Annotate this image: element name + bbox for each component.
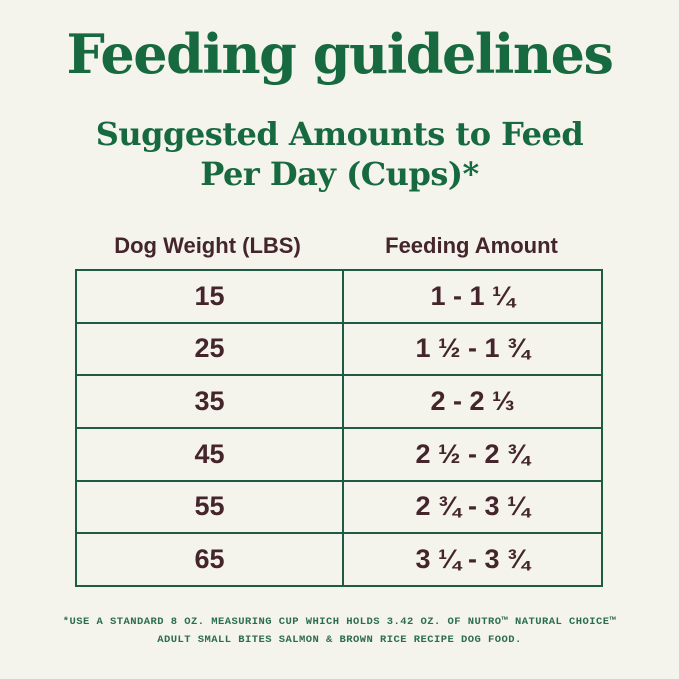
subtitle-line-1: Suggested Amounts to Feed (95, 115, 584, 153)
weight-cell: 45 (75, 426, 344, 482)
page-title: Feeding guidelines (66, 22, 614, 86)
footnote-line-1: *USE A STANDARD 8 OZ. MEASURING CUP WHIC… (62, 616, 617, 628)
feeding-table: 15 1 - 1 ¼ 25 1 ½ - 1 ¾ 35 2 - 2 ⅓ 45 2 … (75, 269, 603, 587)
table-row: 25 1 ½ - 1 ¾ (75, 321, 603, 377)
table-row: 15 1 - 1 ¼ (75, 269, 603, 324)
page-subtitle: Suggested Amounts to Feed Per Day (Cups)… (0, 114, 679, 194)
weight-cell: 25 (75, 321, 344, 377)
amount-cell: 3 ¼ - 3 ¾ (342, 532, 603, 587)
subtitle-line-2: Per Day (Cups)* (200, 155, 479, 193)
amount-cell: 2 ¾ - 3 ¼ (342, 479, 603, 535)
table-row: 35 2 - 2 ⅓ (75, 374, 603, 429)
amount-cell: 2 - 2 ⅓ (342, 374, 603, 429)
amount-cell: 1 - 1 ¼ (342, 269, 603, 324)
weight-cell: 55 (75, 479, 344, 535)
column-header-dog-weight: Dog Weight (LBS) (114, 233, 301, 258)
table-row: 45 2 ½ - 2 ¾ (75, 426, 603, 482)
weight-cell: 35 (75, 374, 344, 429)
measuring-cup-footnote: *USE A STANDARD 8 OZ. MEASURING CUP WHIC… (0, 614, 679, 649)
table-row: 65 3 ¼ - 3 ¾ (75, 532, 603, 587)
weight-cell: 15 (75, 269, 344, 324)
amount-cell: 1 ½ - 1 ¾ (342, 321, 603, 377)
footnote-line-2: ADULT SMALL BITES SALMON & BROWN RICE RE… (157, 633, 522, 646)
table-header-row: Dog Weight (LBS) Feeding Amount (75, 233, 603, 259)
table-row: 55 2 ¾ - 3 ¼ (75, 479, 603, 535)
amount-cell: 2 ½ - 2 ¾ (342, 426, 603, 482)
weight-cell: 65 (75, 532, 344, 587)
column-header-feeding-amount: Feeding Amount (385, 233, 558, 258)
